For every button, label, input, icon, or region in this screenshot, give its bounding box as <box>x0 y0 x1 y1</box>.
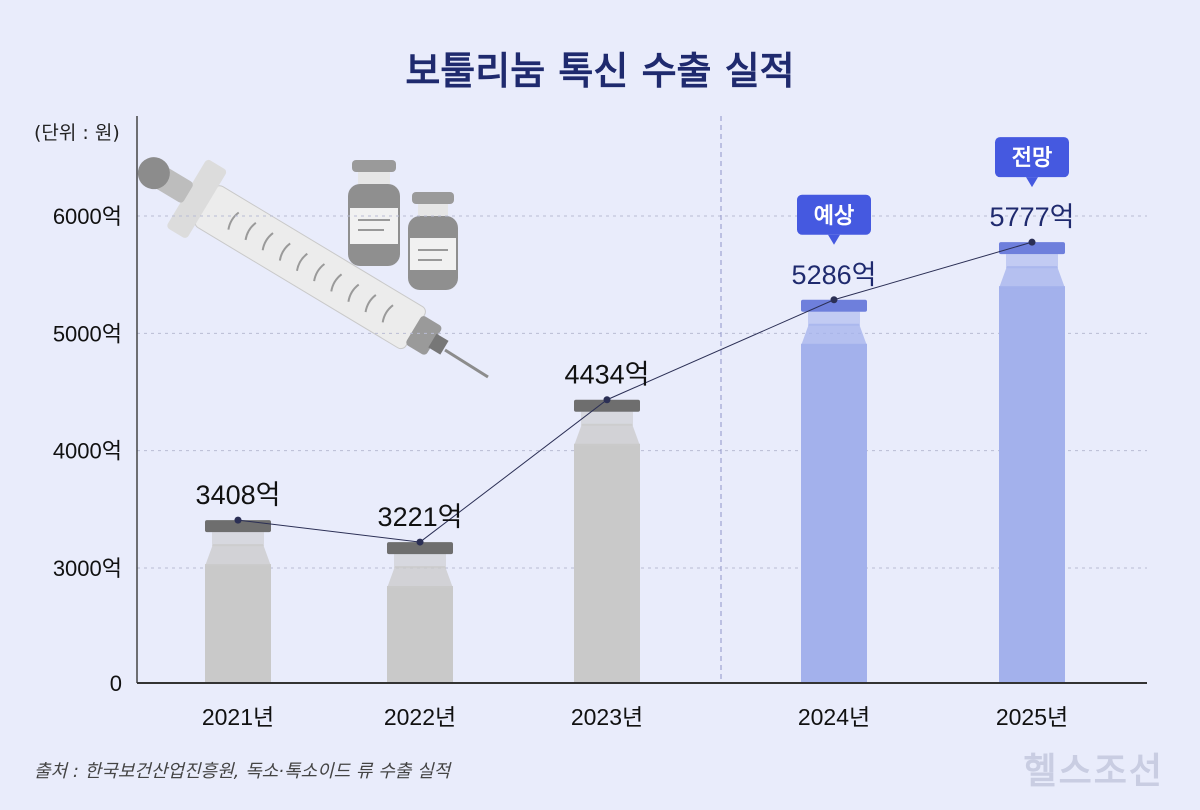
vial-icon <box>348 160 400 266</box>
source-note: 출처 : 한국보건산업진흥원, 독소·톡소이드 류 수출 실적 <box>34 761 451 782</box>
forecast-badge: 예상 <box>797 194 871 245</box>
vial-icon <box>408 192 458 290</box>
chart-title: 보툴리눔 톡신 수출 실적 <box>405 49 795 93</box>
bar-cap <box>574 399 640 412</box>
bar-neck <box>581 411 633 426</box>
syringe-icon <box>137 157 489 379</box>
y-tick-label: 6000억 <box>53 204 122 229</box>
unit-label: (단위 : 원) <box>34 122 120 144</box>
forecast-badge: 전망 <box>995 137 1069 188</box>
bar-shoulder <box>574 423 640 446</box>
bar-neck <box>212 532 264 547</box>
bar-body <box>999 286 1065 683</box>
bar-neck <box>1006 254 1058 269</box>
y-tick-label: 0 <box>110 671 122 696</box>
value-label: 5286억 <box>792 260 877 290</box>
bar-body <box>574 443 640 683</box>
x-tick-label: 2023년 <box>571 704 643 730</box>
value-label: 5777억 <box>990 202 1075 232</box>
bar-cap <box>205 520 271 533</box>
bar-shoulder <box>387 566 453 589</box>
bar <box>574 399 640 683</box>
x-tick-label: 2025년 <box>996 704 1068 730</box>
x-tick-label: 2021년 <box>202 704 274 730</box>
badge-tail <box>828 234 840 245</box>
value-label: 4434억 <box>565 360 650 390</box>
y-tick-label: 3000억 <box>53 556 122 581</box>
bar-cap <box>801 299 867 312</box>
badge-tail <box>1026 177 1038 188</box>
bar-cap <box>999 242 1065 255</box>
x-tick-label: 2022년 <box>384 704 456 730</box>
bar-shoulder <box>205 544 271 567</box>
bar <box>205 520 271 683</box>
y-tick-label: 5000억 <box>53 321 122 346</box>
value-label: 3408억 <box>196 480 281 510</box>
trend-point <box>830 296 838 304</box>
brand-logo: 헬스조선 <box>1023 751 1164 792</box>
value-label: 3221억 <box>378 502 463 532</box>
bar-body <box>387 586 453 683</box>
trend-point <box>1028 238 1036 246</box>
trend-point <box>603 396 611 404</box>
bar-shoulder <box>801 323 867 346</box>
bar-cap <box>387 542 453 555</box>
trend-point <box>416 538 424 546</box>
bar <box>387 542 453 683</box>
bar-shoulder <box>999 266 1065 289</box>
badge-label: 예상 <box>814 204 854 229</box>
bar-neck <box>394 554 446 569</box>
bar <box>801 299 867 683</box>
badge-label: 전망 <box>1012 146 1052 171</box>
x-tick-label: 2024년 <box>798 704 870 730</box>
bar-body <box>205 564 271 683</box>
badge-box <box>995 137 1069 178</box>
bar <box>999 242 1065 683</box>
y-tick-label: 4000억 <box>53 439 122 464</box>
badge-box <box>797 194 871 235</box>
bar-body <box>801 343 867 683</box>
bar-neck <box>808 311 860 326</box>
trend-point <box>234 516 242 524</box>
